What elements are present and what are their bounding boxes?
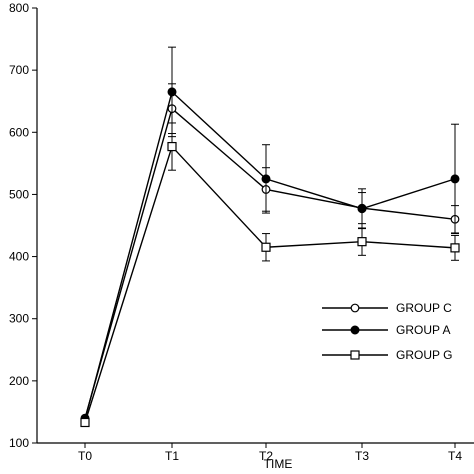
y-tick-label: 600 xyxy=(9,125,29,139)
data-point xyxy=(450,243,460,253)
y-tick-label: 500 xyxy=(9,187,29,201)
y-tick-label: 300 xyxy=(9,312,29,326)
data-point xyxy=(167,87,177,97)
x-tick-label: T3 xyxy=(355,449,369,463)
legend-marker xyxy=(350,350,360,360)
legend: GROUP C GROUP A GROUP G xyxy=(322,301,452,362)
y-tick-label: 200 xyxy=(9,374,29,388)
data-point xyxy=(261,174,271,184)
series-group-g xyxy=(80,122,460,428)
data-point xyxy=(357,237,367,247)
data-point xyxy=(261,242,271,252)
x-tick-label: T2 xyxy=(259,449,273,463)
legend-marker xyxy=(350,303,360,313)
y-axis: 100 200 300 400 500 600 700 800 xyxy=(9,1,38,450)
legend-label: GROUP C xyxy=(396,301,452,315)
x-tick-label: T1 xyxy=(165,449,179,463)
x-axis: T0 T1 T2 T3 T4 xyxy=(37,442,474,463)
legend-entry: GROUP G xyxy=(322,348,452,362)
y-tick-label: 700 xyxy=(9,63,29,77)
legend-label: GROUP G xyxy=(396,348,452,362)
legend-label: GROUP A xyxy=(396,323,450,337)
x-tick-label: T4 xyxy=(448,449,462,463)
legend-entry: GROUP C xyxy=(322,301,452,315)
legend-entry: GROUP A xyxy=(322,323,450,337)
data-point xyxy=(167,141,177,152)
y-tick-label: 100 xyxy=(9,436,29,450)
series-line xyxy=(84,107,456,419)
series-group-a xyxy=(80,46,460,424)
y-tick-label: 800 xyxy=(9,1,29,15)
x-tick-label: T0 xyxy=(78,449,92,463)
y-tick-label: 400 xyxy=(9,250,29,264)
data-point xyxy=(450,174,460,184)
data-point xyxy=(80,417,90,428)
x-axis-label: TIME xyxy=(264,457,293,471)
series-layer xyxy=(80,46,460,428)
data-point xyxy=(357,204,367,214)
legend-marker xyxy=(350,325,360,335)
series-line xyxy=(84,90,456,420)
